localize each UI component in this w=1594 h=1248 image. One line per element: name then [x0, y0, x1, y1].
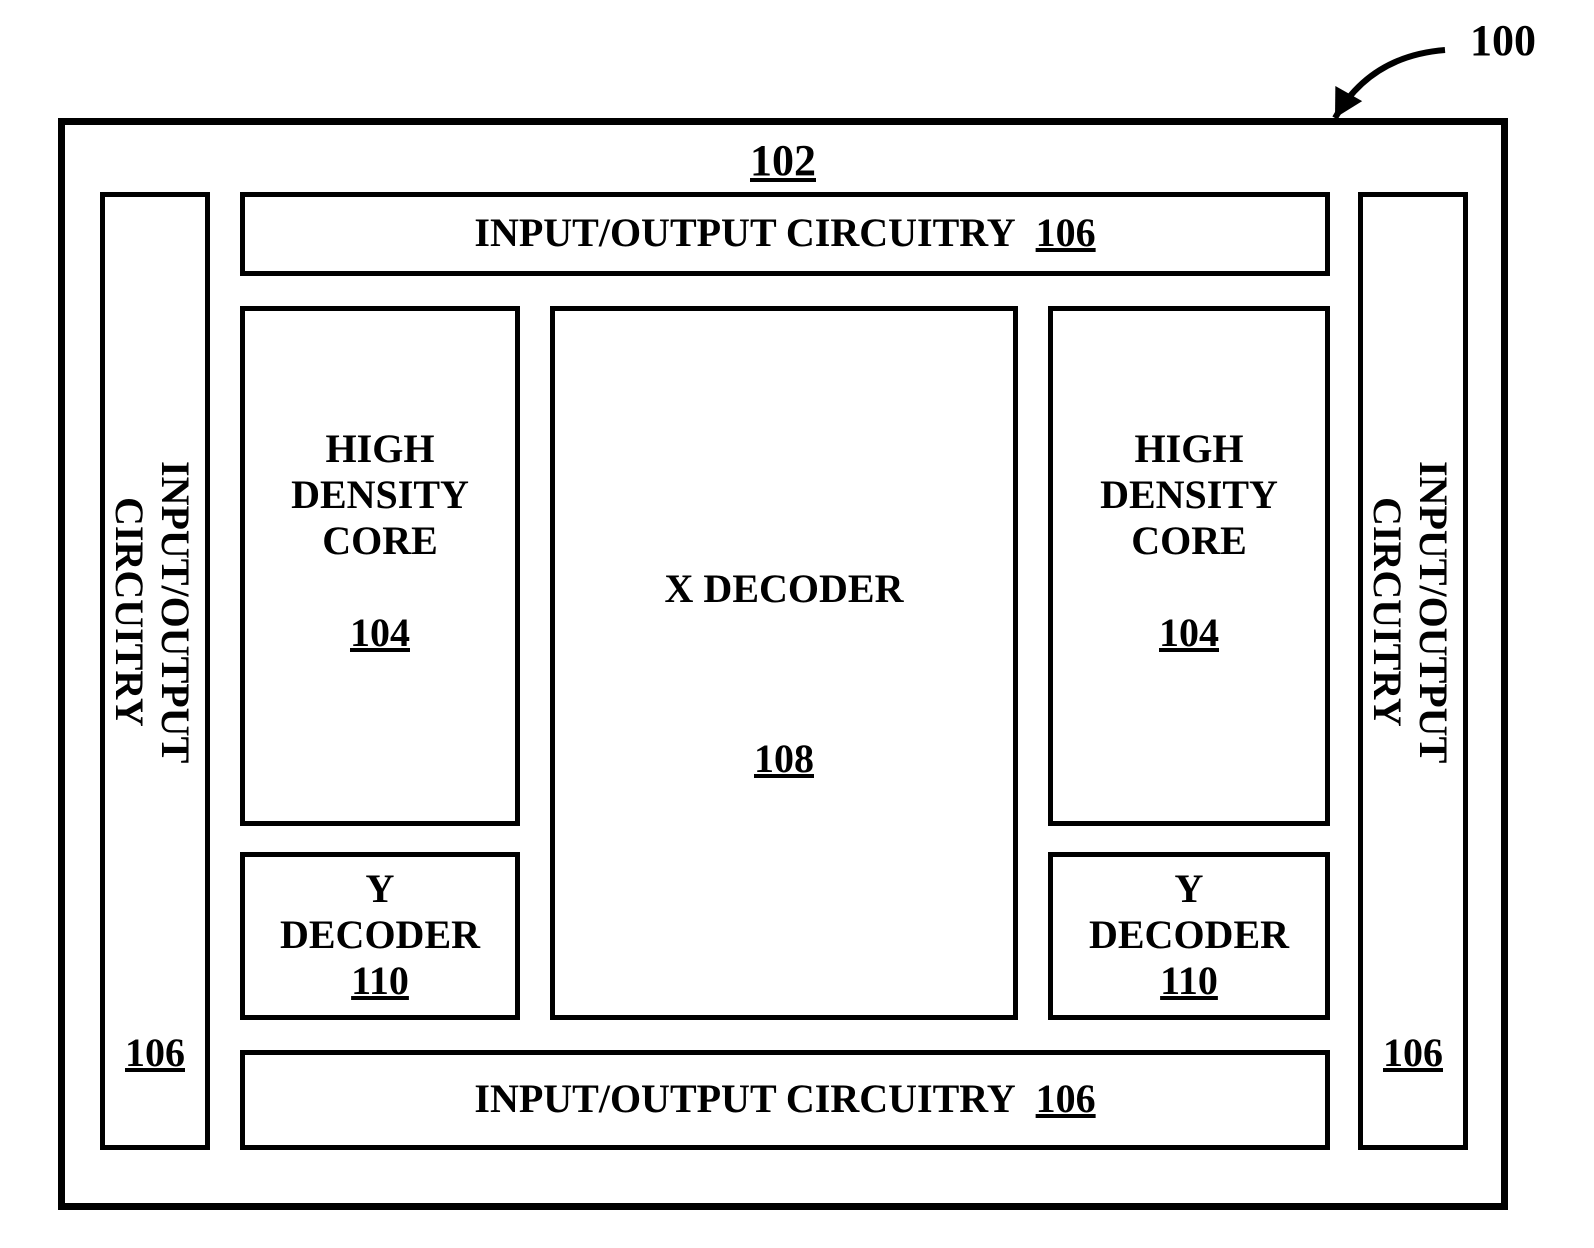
y-decoder-left-label: Y DECODER 110 [240, 866, 520, 1004]
io-top-label: INPUT/OUTPUT CIRCUITRY 106 [240, 210, 1330, 256]
pointer-arrow-icon [1295, 10, 1485, 158]
core-left-label: HIGH DENSITY CORE 104 [240, 426, 520, 656]
io-left-label: INPUT/OUTPUT CIRCUITRY [106, 332, 198, 892]
io-right-ref: 106 [1358, 1030, 1468, 1076]
x-decoder-label: X DECODER [550, 566, 1018, 612]
io-right-label: INPUT/OUTPUT CIRCUITRY [1364, 332, 1456, 892]
x-decoder [550, 306, 1018, 1020]
x-decoder-ref: 108 [550, 736, 1018, 782]
y-decoder-right-label: Y DECODER 110 [1048, 866, 1330, 1004]
diagram-stage: 100 102 INPUT/OUTPUT CIRCUITRY 106 INPUT… [0, 0, 1594, 1248]
io-bottom-label: INPUT/OUTPUT CIRCUITRY 106 [240, 1076, 1330, 1122]
callout-100: 100 [1470, 16, 1536, 67]
ref-102: 102 [723, 136, 843, 187]
core-right-label: HIGH DENSITY CORE 104 [1048, 426, 1330, 656]
io-left-ref: 106 [100, 1030, 210, 1076]
